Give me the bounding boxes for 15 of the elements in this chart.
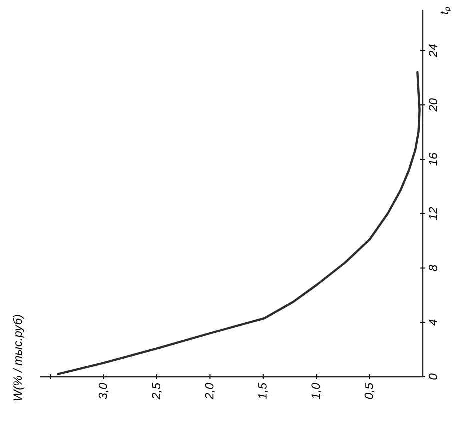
- x-tick-label: 2,0: [205, 383, 216, 400]
- text: W(% / тыс.руб): [13, 315, 24, 401]
- y-tick-label: 8: [429, 265, 438, 272]
- x-tick-label: 3,0: [98, 383, 109, 400]
- y-tick-label: 4: [429, 320, 438, 326]
- x-tick-label: 2,5: [152, 382, 162, 400]
- y-tick-label: 0: [429, 374, 438, 380]
- x-tick-label: 0,5: [364, 382, 375, 400]
- y-tick-label: 24: [429, 44, 438, 58]
- x-tick-label: 1,0: [312, 383, 322, 400]
- y-tick-label: 16: [429, 152, 438, 166]
- y-axis-title: t$_{p}$: [440, 7, 452, 14]
- y-tick-label: 12: [429, 207, 438, 220]
- y-tick-label: 20: [429, 98, 438, 112]
- x-tick-label: 1,5: [258, 382, 268, 400]
